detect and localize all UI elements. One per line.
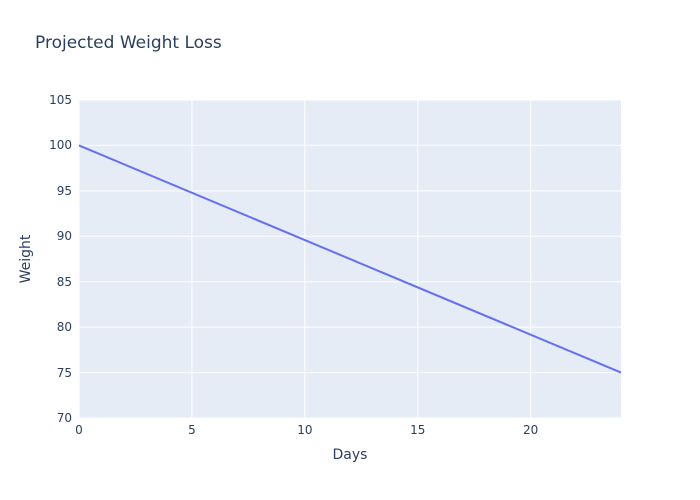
y-tick-label: 95: [56, 183, 72, 198]
y-tick-label: 70: [56, 411, 72, 425]
x-axis-title: Days: [332, 447, 368, 463]
y-tick-label: 75: [56, 365, 72, 380]
y-tick-label: 90: [56, 229, 72, 244]
x-tick-label: 5: [188, 423, 196, 437]
chart-title: Projected Weight Loss: [35, 33, 222, 53]
y-tick-label: 85: [56, 274, 72, 289]
x-tick-label: 15: [410, 423, 426, 437]
line-series-projected-weight: [78, 144, 622, 374]
x-tick-label: 10: [297, 423, 313, 437]
y-tick-label: 100: [49, 138, 72, 153]
y-tick-label: 105: [49, 93, 72, 107]
x-tick-label: 20: [523, 423, 539, 437]
x-tick-label: 0: [75, 423, 83, 437]
y-tick-label: 80: [56, 320, 72, 335]
